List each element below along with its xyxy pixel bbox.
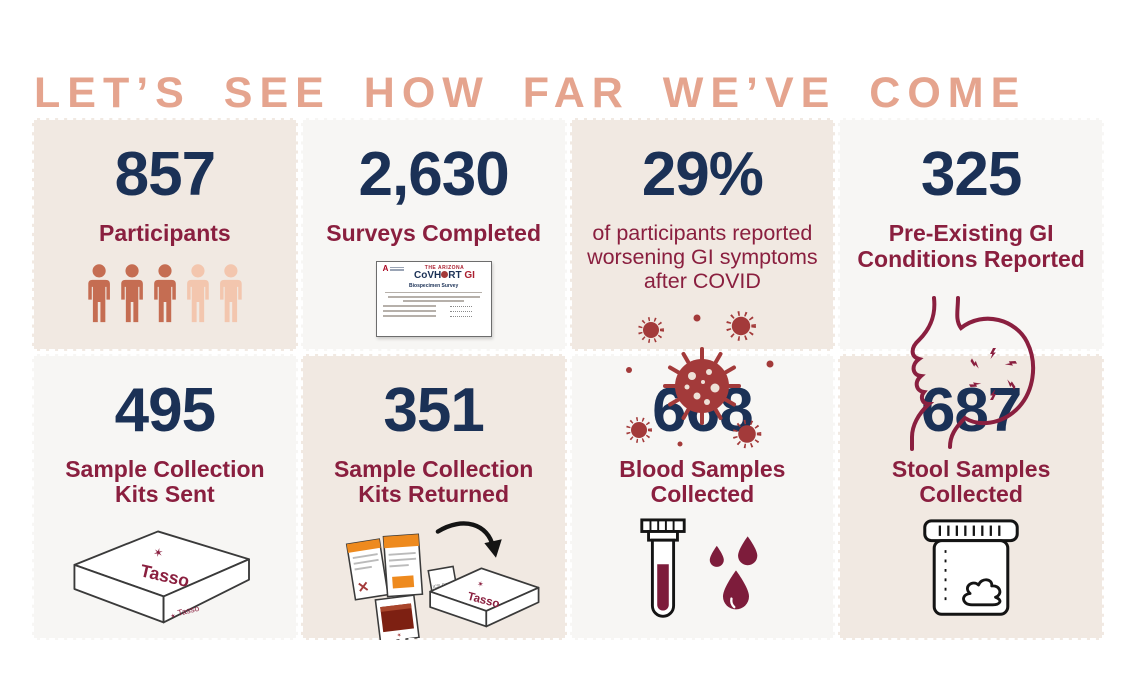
card-preexisting-gi: 325 Pre-Existing GI Conditions Reported: [837, 117, 1105, 451]
card-stool-samples: 687 Stool Samples Collected: [837, 352, 1105, 641]
kit-return-icon: ICE PACK ✶ Tasso ✶: [320, 518, 548, 640]
blood-tube-icon: [632, 518, 772, 624]
stomach-icon: [896, 296, 1046, 457]
survey-brand: CoVH RT GI: [414, 269, 475, 281]
svg-text:✶: ✶: [396, 632, 402, 640]
stat-label: of participants reported worsening GI sy…: [587, 221, 818, 294]
stat-value: 325: [920, 140, 1022, 209]
card-gi-symptoms: 29% of participants reported worsening G…: [568, 117, 837, 351]
stat-label: Sample Collection Kits Sent: [65, 455, 265, 508]
stat-label: Sample Collection Kits Returned: [333, 455, 534, 508]
survey-subtitle: Biospecimen Survey: [409, 283, 459, 290]
stat-label: Blood Samples Collected: [619, 455, 786, 508]
stat-value: 2,630: [358, 140, 510, 209]
stat-label: Surveys Completed: [326, 220, 541, 246]
stat-value: 687: [920, 375, 1022, 445]
stat-value: 495: [114, 375, 216, 445]
card-blood-samples: 668 Blood Samples Collected: [568, 352, 837, 641]
virus-o-icon: [441, 270, 449, 278]
tasso-box-icon: Tasso ✶ Tasso ✶: [62, 524, 267, 628]
stat-label: Stool Samples Collected: [891, 455, 1051, 508]
people-icon: [85, 263, 245, 323]
card-surveys: 2,630 Surveys Completed A THE ARIZONA Co…: [299, 117, 568, 352]
svg-text:✶: ✶: [170, 613, 177, 621]
stool-cup-icon: [919, 518, 1023, 618]
university-logo: A: [383, 264, 405, 273]
blood-drops-icon: [710, 536, 758, 610]
svg-text:✶: ✶: [476, 579, 485, 589]
card-kits-sent: 495 Sample Collection Kits Sent Tasso ✶ …: [31, 352, 299, 641]
virus-cluster-icon: [617, 308, 787, 461]
page-title: LET’S SEE HOW FAR WE’VE COME: [34, 68, 1027, 117]
survey-document-icon: A THE ARIZONA CoVH RT GI Biospecimen Surv…: [375, 260, 492, 337]
card-kits-returned: 351 Sample Collection Kits Returned: [299, 352, 568, 641]
survey-header-top: THE ARIZONA: [424, 264, 465, 271]
stat-value: 857: [114, 140, 216, 209]
stat-label: Participants: [99, 220, 231, 246]
stat-value: 351: [383, 375, 484, 445]
stat-value: 29%: [641, 140, 764, 209]
stat-label: Pre-Existing GI Conditions Reported: [857, 220, 1085, 272]
tasso-star-icon: ✶: [152, 545, 165, 561]
card-participants: 857 Participants: [31, 117, 299, 352]
stat-grid: 857 Participants 2,630 Surveys Completed…: [31, 117, 1105, 641]
